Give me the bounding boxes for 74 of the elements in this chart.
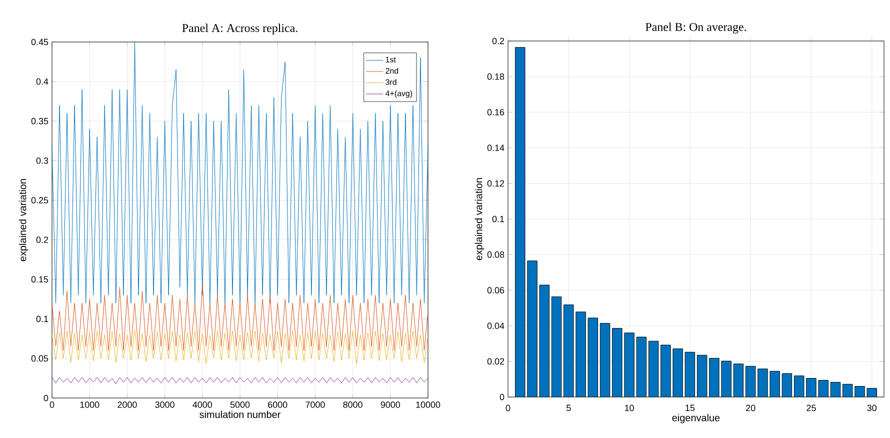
bar: [612, 328, 622, 397]
line-series: [52, 330, 428, 364]
x-tick-label: 10: [624, 404, 634, 412]
y-tick-label: 0.06: [487, 287, 504, 294]
bar: [696, 354, 708, 397]
bar: [770, 370, 780, 397]
bar: [660, 344, 671, 397]
y-tick-label: 0.12: [487, 180, 504, 187]
y-axis-title: explained variation: [18, 179, 28, 262]
bar: [806, 378, 816, 397]
y-tick-label: 0.1: [492, 216, 504, 222]
y-tick-label: 0: [44, 394, 48, 402]
y-tick-label: 0.18: [487, 73, 504, 80]
y-tick-label: 0.25: [31, 197, 48, 204]
bar: [721, 360, 732, 397]
y-tick-label: 0.02: [487, 358, 504, 365]
x-tick-label: 20: [746, 404, 756, 412]
bar: [684, 352, 696, 397]
x-tick-label: 25: [806, 404, 816, 412]
y-tick-label: 0: [500, 394, 504, 400]
y-tick-label: 0.05: [31, 355, 48, 362]
x-tick-label: 7000: [306, 402, 325, 408]
bar: [709, 358, 720, 397]
bar: [588, 318, 598, 397]
x-tick-label: 0: [506, 404, 510, 412]
y-tick-label: 0.4: [36, 78, 48, 85]
x-axis-title: simulation number: [200, 410, 281, 418]
bar: [794, 376, 804, 397]
bar: [600, 323, 610, 397]
bar: [515, 47, 525, 397]
y-axis-title: explained variation: [474, 178, 484, 260]
line-series: [52, 377, 428, 384]
y-tick-label: 0.2: [36, 236, 48, 243]
bar: [564, 304, 574, 397]
bar: [648, 340, 659, 397]
x-axis-title: eigenvalue: [672, 414, 720, 424]
x-tick-label: 5: [566, 404, 571, 412]
bar: [527, 260, 538, 397]
x-tick-label: 0: [50, 402, 54, 408]
x-tick-label: 9000: [380, 402, 400, 408]
bar: [854, 386, 865, 397]
y-tick-label: 0.16: [487, 109, 504, 116]
y-tick-label: 0.14: [487, 144, 504, 151]
y-tick-label: 0.1: [36, 316, 48, 322]
x-tick-label: 1000: [80, 402, 100, 408]
x-tick-label: 10000: [416, 402, 440, 408]
x-tick-label: 6000: [268, 402, 288, 408]
y-tick-label: 0.08: [487, 251, 504, 258]
bar: [551, 296, 562, 397]
x-tick-label: 3000: [155, 402, 174, 408]
y-tick-label: 0.04: [487, 322, 504, 329]
x-tick-label: 30: [867, 404, 877, 412]
line-series: [52, 42, 428, 304]
bar: [624, 332, 634, 397]
y-tick-label: 0.3: [36, 157, 48, 164]
bar: [636, 336, 647, 397]
line-series: [52, 283, 428, 351]
bar: [745, 366, 756, 397]
bar: [672, 348, 683, 397]
bar: [539, 284, 550, 397]
x-tick-label: 15: [686, 404, 695, 412]
y-tick-label: 0.35: [31, 118, 48, 124]
y-tick-label: 0.45: [31, 38, 48, 46]
y-tick-label: 0.2: [492, 38, 504, 44]
x-tick-label: 4000: [192, 402, 212, 408]
y-tick-label: 0.15: [31, 276, 48, 283]
chart-title: Panel B: On average.: [646, 22, 746, 34]
x-tick-label: 8000: [343, 402, 362, 408]
chart-title: Panel A: Across replica.: [182, 24, 298, 34]
x-tick-label: 2000: [118, 402, 137, 408]
bar: [758, 368, 768, 397]
x-tick-label: 5000: [230, 402, 250, 408]
bar: [576, 312, 586, 397]
bar: [733, 364, 744, 397]
